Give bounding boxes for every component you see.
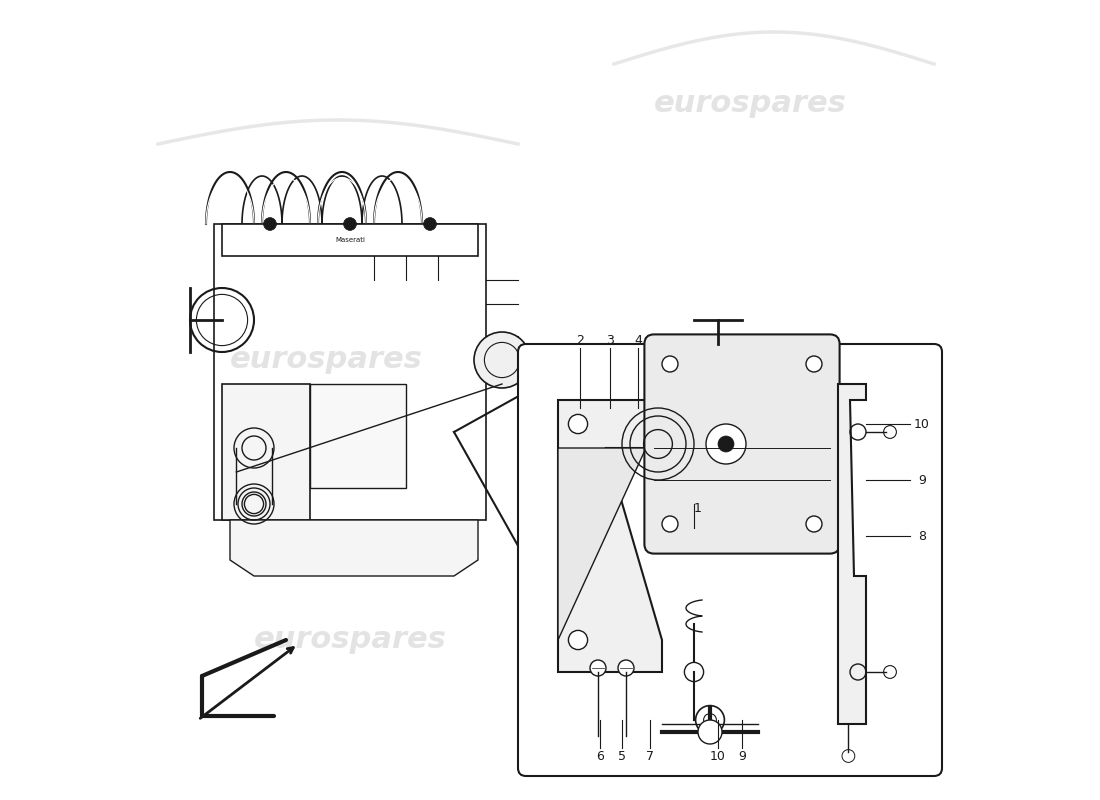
Text: 1: 1: [694, 502, 702, 514]
Text: 10: 10: [711, 750, 726, 762]
Circle shape: [474, 332, 530, 388]
Polygon shape: [558, 400, 662, 672]
Circle shape: [706, 424, 746, 464]
Circle shape: [590, 660, 606, 676]
Circle shape: [698, 720, 722, 744]
Circle shape: [806, 356, 822, 372]
Text: eurospares: eurospares: [230, 346, 422, 374]
Text: 9: 9: [738, 750, 746, 762]
Text: eurospares: eurospares: [653, 90, 846, 118]
Text: 3: 3: [606, 334, 614, 346]
Circle shape: [662, 356, 678, 372]
Text: 6: 6: [596, 750, 604, 762]
Polygon shape: [230, 520, 478, 576]
Circle shape: [806, 516, 822, 532]
Circle shape: [662, 516, 678, 532]
FancyBboxPatch shape: [518, 344, 942, 776]
Circle shape: [618, 660, 634, 676]
Text: Maserati: Maserati: [336, 237, 365, 243]
FancyBboxPatch shape: [645, 334, 839, 554]
Polygon shape: [310, 384, 406, 488]
Polygon shape: [222, 384, 310, 520]
Circle shape: [569, 414, 587, 434]
Text: 2: 2: [576, 334, 584, 346]
Text: 9: 9: [918, 474, 926, 486]
Circle shape: [424, 218, 437, 230]
Circle shape: [343, 218, 356, 230]
Text: 4: 4: [634, 334, 642, 346]
Circle shape: [569, 630, 587, 650]
Text: 10: 10: [914, 418, 929, 430]
Text: eurospares: eurospares: [254, 626, 447, 654]
Text: 7: 7: [646, 750, 654, 762]
Polygon shape: [838, 384, 866, 724]
Polygon shape: [222, 224, 478, 256]
Circle shape: [264, 218, 276, 230]
Circle shape: [718, 436, 734, 452]
Text: 8: 8: [918, 530, 926, 542]
Circle shape: [684, 662, 704, 682]
Text: 5: 5: [618, 750, 626, 762]
Polygon shape: [558, 448, 646, 640]
